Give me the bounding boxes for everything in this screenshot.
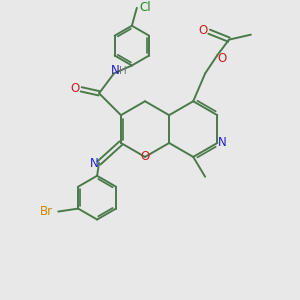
Text: N: N bbox=[218, 136, 227, 149]
Text: H: H bbox=[119, 66, 127, 76]
Text: O: O bbox=[218, 52, 227, 65]
Text: N: N bbox=[90, 158, 98, 170]
Text: O: O bbox=[70, 82, 80, 95]
Text: N: N bbox=[111, 64, 119, 77]
Text: Br: Br bbox=[40, 205, 53, 218]
Text: Cl: Cl bbox=[139, 1, 151, 14]
Text: O: O bbox=[199, 24, 208, 37]
Text: O: O bbox=[140, 150, 150, 164]
